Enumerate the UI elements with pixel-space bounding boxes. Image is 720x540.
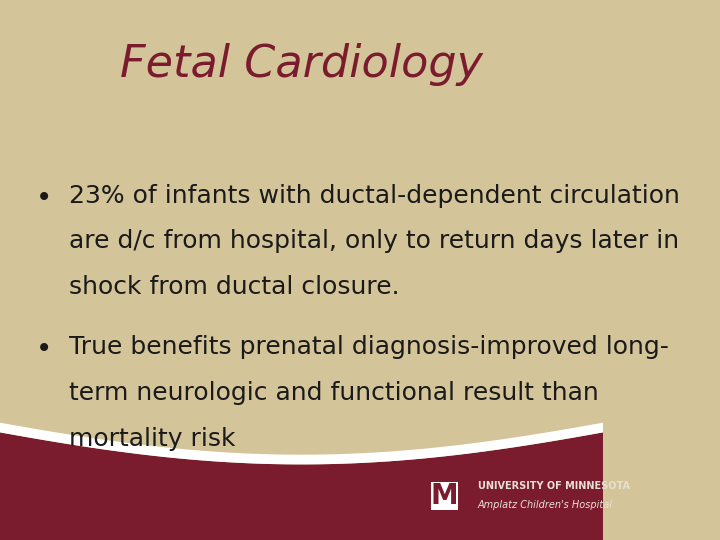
Text: are d/c from hospital, only to return days later in: are d/c from hospital, only to return da… [69,230,680,253]
Text: UNIVERSITY OF MINNESOTA: UNIVERSITY OF MINNESOTA [477,481,629,491]
Text: M: M [431,482,458,510]
Text: Fetal Cardiology: Fetal Cardiology [120,43,483,86]
Text: True benefits prenatal diagnosis-improved long-: True benefits prenatal diagnosis-improve… [69,335,669,359]
Text: shock from ductal closure.: shock from ductal closure. [69,275,400,299]
Text: 23% of infants with ductal-dependent circulation: 23% of infants with ductal-dependent cir… [69,184,680,207]
Polygon shape [0,421,663,540]
Text: Amplatz Children's Hospital: Amplatz Children's Hospital [477,501,613,510]
Text: mortality risk: mortality risk [69,427,236,450]
Text: term neurologic and functional result than: term neurologic and functional result th… [69,381,599,404]
Text: •: • [36,184,53,212]
FancyBboxPatch shape [431,482,458,510]
Polygon shape [0,411,663,464]
Text: •: • [36,335,53,363]
